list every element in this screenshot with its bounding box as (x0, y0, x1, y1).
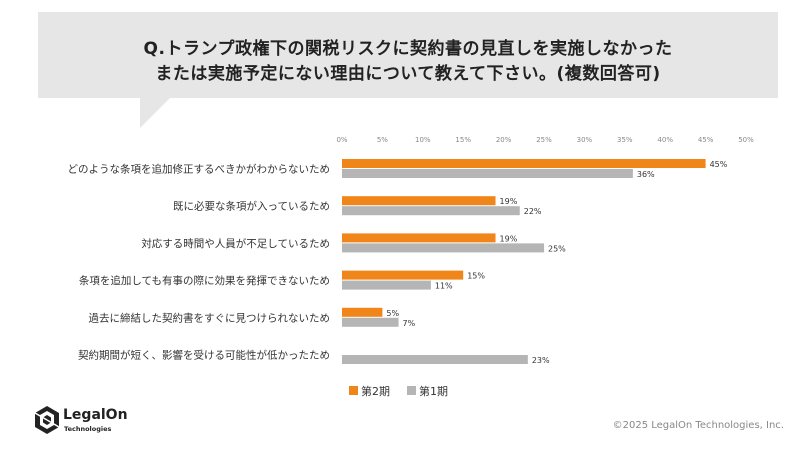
category-label: 条項を追加しても有事の際に効果を発揮できないため (79, 274, 330, 287)
bar (342, 307, 383, 317)
data-label: 36% (637, 170, 655, 179)
x-tick-label: 20% (496, 136, 512, 144)
legend-label: 第1期 (419, 384, 448, 398)
data-label: 23% (532, 356, 550, 365)
question-line-2: または実施予定にない理由について教えて下さい。(複数回答可) (155, 64, 661, 84)
x-tick-label: 40% (657, 136, 673, 144)
category-label: 既に必要な条項が入っているため (173, 200, 330, 213)
question-bubble: Q.トランプ政権下の関税リスクに契約書の見直しを実施しなかった または実施予定に… (38, 12, 778, 98)
x-tick-label: 10% (415, 136, 431, 144)
bar (342, 233, 496, 243)
legend-label: 第2期 (361, 384, 390, 398)
copyright: ©2025 LegalOn Technologies, Inc. (612, 420, 784, 431)
category-label: どのような条項を追加修正するべきかがわからないため (68, 163, 331, 176)
bar (342, 243, 544, 253)
bar (342, 280, 431, 290)
bar (342, 196, 496, 206)
category-label: 過去に締結した契約書をすぐに見つけられないため (89, 311, 331, 324)
legend-swatch (407, 386, 416, 395)
x-tick-label: 45% (698, 136, 714, 144)
data-label: 11% (435, 282, 453, 291)
bar (342, 355, 528, 364)
data-label: 7% (403, 319, 416, 328)
bar (342, 169, 633, 178)
bar (342, 159, 706, 168)
bubble-tail (140, 98, 170, 128)
bar (342, 206, 520, 216)
x-tick-label: 5% (377, 136, 388, 144)
x-tick-label: 0% (336, 136, 347, 144)
category-label: 対応する時間や人員が不足しているため (141, 237, 330, 250)
logo-sub: Technologies (64, 425, 112, 433)
x-tick-label: 15% (455, 136, 471, 144)
data-label: 25% (548, 244, 566, 253)
logo-mark-icon (34, 406, 60, 434)
legend-swatch (349, 386, 358, 395)
data-label: 45% (710, 160, 728, 169)
data-label: 19% (500, 234, 518, 243)
bar (342, 317, 399, 327)
logo-name: LegalOn (63, 407, 128, 423)
data-label: 15% (467, 272, 485, 281)
data-label: 19% (500, 197, 518, 206)
category-label: 契約期間が短く、影響を受ける可能性が低かったため (78, 349, 330, 362)
x-tick-label: 35% (617, 136, 633, 144)
question-line-1: Q.トランプ政権下の関税リスクに契約書の見直しを実施しなかった (143, 39, 673, 59)
x-tick-label: 30% (577, 136, 593, 144)
data-label: 5% (386, 309, 399, 318)
x-tick-label: 50% (738, 136, 754, 144)
legalon-logo: LegalOn Technologies (33, 405, 153, 437)
bar-chart: 0% 5% 10% 15% 20% 25% 30% 35% 40% 45% 50% どのような条項を追… (68, 136, 755, 398)
data-label: 22% (524, 207, 542, 216)
x-tick-label: 25% (536, 136, 552, 144)
bar (342, 270, 464, 280)
